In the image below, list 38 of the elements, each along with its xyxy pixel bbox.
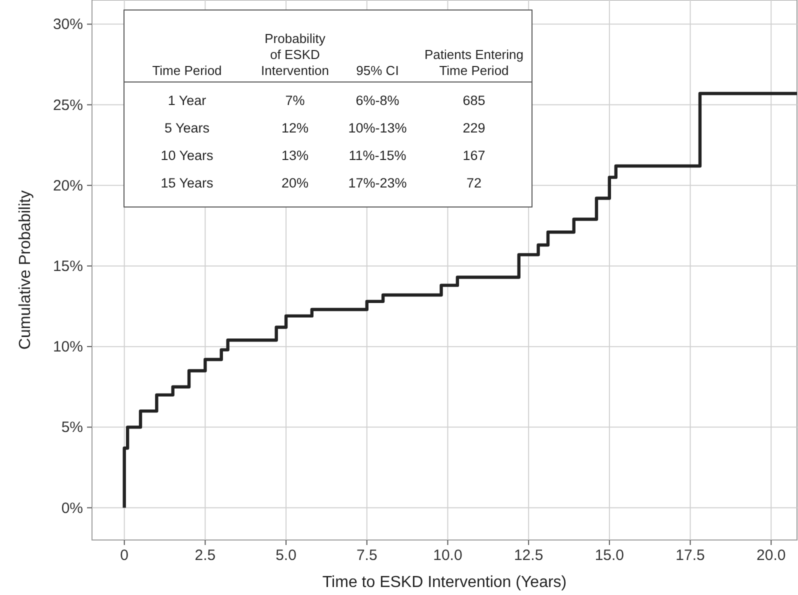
- annotation: 72: [466, 176, 482, 190]
- y-tick-label: 20%: [52, 177, 83, 194]
- annotation: 20%: [281, 176, 309, 190]
- annotation: 685: [462, 93, 486, 108]
- x-tick-label: 7.5: [356, 547, 378, 564]
- x-tick-label: 2.5: [194, 547, 216, 564]
- annotation: 7%: [285, 93, 305, 108]
- annotation: 11%-15%: [348, 148, 406, 163]
- annotation: Patients Entering Time Period: [424, 47, 524, 78]
- x-axis-title: Time to ESKD Intervention (Years): [322, 574, 567, 591]
- y-tick-label: 10%: [52, 338, 83, 356]
- annotation: Probability of ESKD Intervention: [261, 31, 329, 78]
- annotation: 10 Years: [160, 148, 214, 163]
- annotation: Time Period: [152, 63, 222, 78]
- x-tick-label: 15.0: [594, 547, 624, 564]
- annotation: 167: [462, 148, 486, 163]
- annotation: 1 Year: [168, 93, 207, 108]
- annotation: 17%-23%: [348, 176, 407, 190]
- x-tick-label: 10.0: [433, 547, 462, 564]
- x-tick-label: 20.0: [756, 547, 786, 564]
- annotation: 13%: [281, 148, 309, 163]
- annotation: 15 Years: [160, 176, 214, 190]
- y-tick-label: 15%: [52, 258, 83, 275]
- x-tick-label: 17.5: [676, 547, 705, 564]
- x-tick-label: 0: [120, 547, 129, 564]
- annotation: 6%-8%: [356, 93, 400, 108]
- annotation: 5 Years: [164, 120, 210, 136]
- annotation: 229: [462, 120, 486, 136]
- x-tick-label: 12.5: [514, 547, 544, 564]
- y-tick-label: 0%: [61, 500, 83, 517]
- annotation: 12%: [281, 120, 309, 136]
- y-tick-label: 25%: [52, 96, 83, 114]
- annotation: 10%-13%: [348, 120, 407, 136]
- x-tick-label: 5.0: [276, 547, 296, 564]
- y-tick-label: 5%: [61, 419, 83, 436]
- annotation: 95% CI: [356, 63, 399, 78]
- y-axis-title: Cumulative Probability: [17, 190, 34, 350]
- y-tick-label: 30%: [52, 16, 83, 34]
